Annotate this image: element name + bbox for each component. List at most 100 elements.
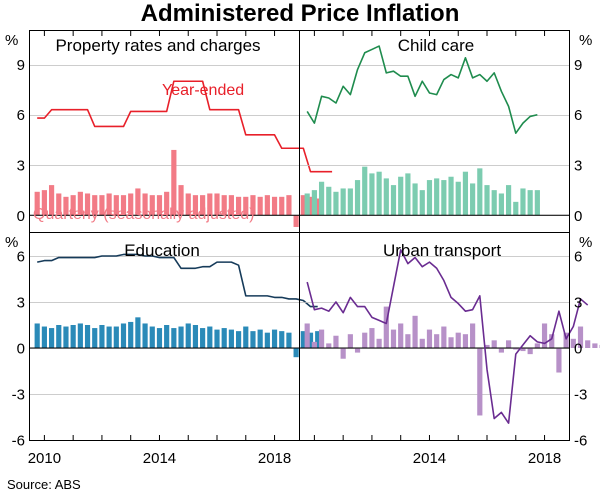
quarterly-bar-education xyxy=(228,329,234,348)
quarterly-bar-education xyxy=(214,329,220,348)
y-tick-label-education: 0 xyxy=(17,341,25,358)
quarterly-bar-transport xyxy=(513,348,519,350)
year-ended-line-property xyxy=(37,80,333,173)
year-ended-line-transport xyxy=(306,249,589,424)
quarterly-bar-transport xyxy=(369,328,375,348)
quarterly-bar-property xyxy=(235,196,242,216)
x-axis-right-tick-label: 2018 xyxy=(528,450,561,467)
quarterly-bar-property xyxy=(171,149,177,216)
quarterly-bar-education xyxy=(307,332,314,348)
quarterly-bar-childcare xyxy=(347,188,353,216)
quarterly-bar-property xyxy=(307,196,314,216)
quarterly-bar-property xyxy=(77,191,83,216)
quarterly-bar-childcare xyxy=(318,181,325,216)
quarterly-bar-education xyxy=(185,323,191,348)
quarterly-bar-property xyxy=(207,193,213,216)
quarterly-bar-transport xyxy=(491,340,497,348)
quarterly-bar-childcare xyxy=(441,180,447,216)
quarterly-bar-property xyxy=(286,195,292,216)
quarterly-bar-property xyxy=(113,195,119,216)
y-tick-label-transport: 3 xyxy=(574,295,582,312)
quarterly-bar-education xyxy=(271,329,278,348)
quarterly-bar-childcare xyxy=(304,193,310,216)
quarterly-bar-childcare xyxy=(448,176,454,216)
quarterly-bar-property xyxy=(34,191,40,216)
y-tick-label-property: 9 xyxy=(17,57,25,74)
quarterly-bar-childcare xyxy=(498,193,504,216)
quarterly-bar-transport xyxy=(570,338,576,348)
quarterly-bar-education xyxy=(142,323,148,348)
quarterly-bar-transport xyxy=(354,348,361,353)
quarterly-bar-childcare xyxy=(376,171,382,216)
quarterly-bar-property xyxy=(128,193,134,216)
quarterly-bar-property xyxy=(228,195,234,216)
panel-title-education: Education xyxy=(124,241,200,260)
quarterly-bar-property xyxy=(257,196,263,216)
quarterly-bar-transport xyxy=(412,315,418,348)
quarterly-bar-property xyxy=(185,193,191,216)
x-axis-left-tick-label: 2014 xyxy=(143,450,176,467)
year-ended-line-childcare xyxy=(306,45,538,134)
quarterly-bar-transport xyxy=(592,343,598,348)
quarterly-bar-education xyxy=(164,325,170,348)
quarterly-bar-childcare xyxy=(383,178,389,216)
quarterly-bar-childcare xyxy=(462,171,469,216)
quarterly-bar-property xyxy=(279,196,285,216)
quarterly-bar-property xyxy=(264,195,270,216)
quarterly-bar-childcare xyxy=(513,201,519,216)
quarterly-bar-transport xyxy=(426,329,433,348)
quarterly-bar-transport xyxy=(419,338,425,348)
quarterly-bar-transport xyxy=(390,329,397,348)
quarterly-bar-childcare xyxy=(326,186,332,216)
y-tick-label-education: 6 xyxy=(17,249,25,266)
quarterly-bar-property xyxy=(92,195,98,216)
quarterly-bar-property xyxy=(41,190,47,216)
quarterly-bar-property xyxy=(300,195,306,216)
panel-title-childcare: Child care xyxy=(398,36,475,55)
quarterly-bar-transport xyxy=(498,348,504,353)
y-tick-label-transport: -3 xyxy=(574,387,587,404)
quarterly-bar-transport xyxy=(376,338,382,348)
quarterly-bar-transport xyxy=(549,334,555,348)
quarterly-bar-education xyxy=(221,328,227,348)
quarterly-bar-education xyxy=(113,326,119,348)
unit-label-education: % xyxy=(5,234,18,251)
quarterly-bar-property xyxy=(214,193,220,216)
quarterly-bar-transport xyxy=(462,334,469,348)
panel-childcare: Child care xyxy=(300,36,569,216)
quarterly-bar-education xyxy=(48,328,55,348)
quarterly-bar-property xyxy=(156,195,163,216)
quarterly-bar-education xyxy=(300,331,306,348)
quarterly-bar-transport xyxy=(484,344,490,348)
quarterly-bar-education xyxy=(77,323,83,348)
quarterly-bar-transport xyxy=(527,348,533,355)
quarterly-bar-education xyxy=(279,331,285,348)
y-tick-label-childcare: 3 xyxy=(574,158,582,175)
panel-title-property: Property rates and charges xyxy=(55,36,260,55)
quarterly-bar-childcare xyxy=(491,190,497,216)
year-ended-line-education xyxy=(37,253,318,308)
quarterly-bar-property xyxy=(142,193,148,216)
quarterly-bar-childcare xyxy=(405,173,411,216)
quarterly-bar-transport xyxy=(340,348,346,359)
unit-label-property: % xyxy=(5,32,18,49)
quarterly-bar-property xyxy=(106,193,112,216)
quarterly-bar-education xyxy=(293,348,299,358)
x-axis-left-tick-label: 2010 xyxy=(28,450,61,467)
quarterly-bar-transport xyxy=(563,332,569,348)
quarterly-bar-transport xyxy=(383,306,389,348)
quarterly-bar-transport xyxy=(441,326,447,348)
y-tick-label-childcare: 0 xyxy=(574,208,582,225)
quarterly-bar-transport xyxy=(326,343,332,348)
quarterly-bar-education xyxy=(63,326,69,348)
quarterly-bar-education xyxy=(99,325,105,348)
quarterly-bar-education xyxy=(207,326,213,348)
quarterly-bar-education xyxy=(192,325,199,348)
quarterly-bar-education xyxy=(149,326,155,348)
quarterly-bar-property xyxy=(250,195,256,216)
quarterly-bar-education xyxy=(243,326,249,348)
quarterly-bar-childcare xyxy=(520,188,526,216)
quarterly-bar-education xyxy=(106,326,112,348)
quarterly-bar-childcare xyxy=(477,168,483,216)
